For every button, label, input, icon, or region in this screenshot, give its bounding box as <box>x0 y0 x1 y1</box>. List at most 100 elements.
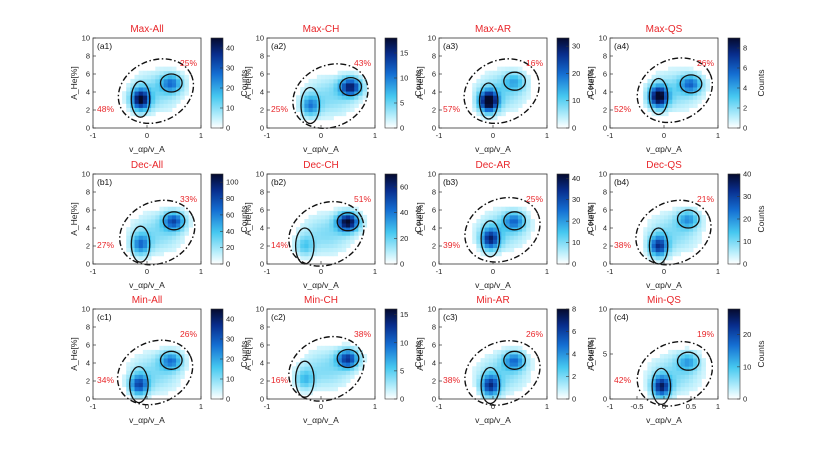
heatmap-cell <box>480 239 486 244</box>
heatmap-cell <box>291 366 297 371</box>
heatmap-cell <box>333 219 339 224</box>
heatmap-cell <box>651 247 657 253</box>
heatmap-cell <box>526 362 531 367</box>
x-tick-label: 0 <box>491 267 495 276</box>
heatmap-cell <box>134 382 140 388</box>
heatmap-cell <box>488 390 494 396</box>
heatmap-cell <box>304 219 309 224</box>
heatmap-cell <box>513 223 519 228</box>
heatmap-cell <box>159 345 165 351</box>
panel-b4: Dec-QS(b4)38%21%-1 0 10246810v_αp/v_AA_He[… <box>586 160 766 290</box>
heatmap-cell <box>684 91 690 96</box>
heatmap-cell <box>505 83 511 88</box>
heatmap-cell <box>505 349 511 355</box>
heatmap-cell <box>505 227 511 232</box>
heatmap-cell <box>312 227 318 232</box>
heatmap-cell <box>337 99 343 104</box>
heatmap-cell <box>167 354 173 359</box>
x-tick-label: 0 <box>491 402 495 411</box>
heatmap <box>122 66 189 117</box>
heatmap-cell <box>147 231 152 236</box>
contour-fast <box>159 350 183 370</box>
heatmap-cell <box>659 223 665 228</box>
heatmap-cell <box>655 223 661 228</box>
heatmap-cell <box>163 390 169 396</box>
heatmap-cell <box>291 370 297 375</box>
heatmap-cell <box>362 95 368 100</box>
heatmap-cell <box>159 390 165 396</box>
heatmap-cell <box>321 223 326 228</box>
heatmap-cell <box>316 219 322 224</box>
panel-a2: Max-CH(a2)25%43%-1 0 10246810v_αp/v_AA_He[… <box>243 24 423 154</box>
heatmap-cell <box>308 243 314 249</box>
heatmap-cell <box>138 235 144 240</box>
heatmap-cell <box>688 87 694 92</box>
heatmap-cell <box>680 390 686 396</box>
heatmap-cell <box>308 107 314 113</box>
heatmap-cell <box>147 255 152 261</box>
heatmap-cell <box>668 91 673 96</box>
heatmap-cell <box>501 91 506 96</box>
heatmap-cell <box>684 206 690 212</box>
heatmap-cell <box>354 95 359 100</box>
contour-outer-dashdot <box>117 58 195 125</box>
heatmap-cell <box>176 349 181 355</box>
heatmap-cell <box>184 227 189 232</box>
colorbar-tick-label: 60 <box>400 182 408 191</box>
heatmap-cell <box>480 235 486 240</box>
heatmap-cell <box>329 239 334 244</box>
heatmap-cell <box>643 243 648 249</box>
contour-outer-dashdot <box>116 339 194 406</box>
heatmap-cell <box>472 223 477 228</box>
heatmap-cell <box>122 95 127 100</box>
heatmap-cell <box>672 370 677 375</box>
heatmap-cell <box>155 91 160 96</box>
heatmap-cell <box>509 247 515 253</box>
heatmap-cell <box>697 382 702 388</box>
heatmap-cell <box>676 378 682 384</box>
heatmap-cell <box>300 115 305 121</box>
heatmap-cell <box>688 78 694 84</box>
heatmap-cell <box>147 251 152 257</box>
heatmap-cell <box>688 239 694 244</box>
heatmap-cell <box>126 87 131 92</box>
heatmap-cell <box>517 74 523 80</box>
heatmap-cell <box>159 214 165 220</box>
heatmap-cell <box>321 87 326 92</box>
heatmap-cell <box>488 111 494 117</box>
heatmap-cell <box>296 227 301 232</box>
heatmap-cell <box>130 382 135 388</box>
heatmap-cell <box>684 378 690 384</box>
colorbar-tick-label: 6 <box>743 64 747 73</box>
heatmap-cell <box>333 210 339 216</box>
heatmap-cell <box>664 70 669 76</box>
heatmap-cell <box>312 239 318 244</box>
heatmap-cell <box>655 362 661 367</box>
heatmap-cell <box>345 239 351 244</box>
x-tick-label: 0 <box>145 131 149 140</box>
heatmap-cell <box>350 354 355 359</box>
y-tick-label: 2 <box>260 377 264 386</box>
heatmap-cell <box>488 231 494 236</box>
heatmap-cell <box>358 223 363 228</box>
heatmap-cell <box>668 223 673 228</box>
slow-percent: 48% <box>97 104 114 114</box>
colorbar-label: Counts <box>585 70 595 97</box>
heatmap-cell <box>517 235 523 240</box>
heatmap-cell <box>530 223 535 228</box>
heatmap-cell <box>151 111 156 117</box>
heatmap-cell <box>476 231 481 236</box>
contour-outer-dashdot <box>635 199 712 266</box>
heatmap-cell <box>643 370 648 375</box>
heatmap-cell <box>672 227 677 232</box>
heatmap-cell <box>672 107 677 113</box>
heatmap-cell <box>693 378 698 384</box>
colorbar-tick-label: 80 <box>226 194 234 203</box>
heatmap-cell <box>316 223 322 228</box>
heatmap-cell <box>138 227 144 232</box>
heatmap-cell <box>151 247 156 253</box>
slow-percent: 39% <box>443 240 460 250</box>
x-axis-label: v_αp/v_A <box>475 280 511 290</box>
heatmap-cell <box>180 370 185 375</box>
